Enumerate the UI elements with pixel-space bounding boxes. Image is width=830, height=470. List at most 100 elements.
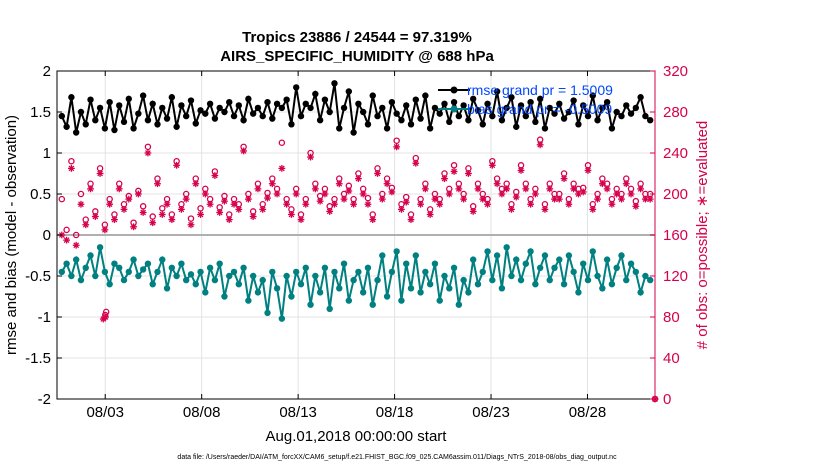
bias-point (245, 297, 252, 304)
x-tick-label: 08/03 (86, 404, 124, 421)
rmse-point (627, 110, 635, 117)
y-tick-label: 1.5 (30, 104, 51, 121)
asterisk-stroke (513, 194, 520, 200)
bias-point (278, 315, 286, 322)
asterisk-stroke (73, 242, 80, 249)
obs-evaluated-point (541, 205, 549, 213)
obs-evaluated-point (598, 180, 606, 188)
rmse-point (283, 96, 290, 103)
obs-evaluated-point (87, 185, 94, 193)
obs-evaluated-point (283, 200, 291, 208)
bias-point (642, 272, 649, 280)
obs-evaluated-point (402, 198, 410, 206)
asterisk-stroke (173, 162, 180, 169)
obs-evaluated-point (154, 180, 161, 188)
obs-possible-point (450, 162, 458, 169)
rmse-point (288, 121, 295, 128)
rmse-point (249, 110, 257, 117)
obs-evaluated-point (584, 167, 592, 174)
rmse-point (551, 110, 558, 117)
y2-axis-label: # of obs: o=possible; ∗=evaluated (694, 121, 711, 350)
bias-point (479, 268, 486, 276)
rmse-point (618, 112, 625, 120)
bias-point (283, 272, 290, 280)
rmse-point (254, 104, 262, 112)
asterisk-stroke (317, 198, 323, 205)
bias-point (379, 252, 386, 259)
obs-evaluated-point (460, 195, 468, 203)
bias-point (336, 285, 343, 292)
rmse-point (417, 115, 424, 122)
obs-evaluated-point (302, 200, 310, 208)
obs-evaluated-point (288, 211, 295, 218)
asterisk-stroke (145, 150, 151, 156)
bias-point (159, 256, 166, 263)
obs-evaluated-point (96, 170, 104, 177)
obs-evaluated-point (608, 200, 616, 208)
obs-evaluated-point (187, 221, 195, 229)
asterisk-stroke (522, 186, 529, 192)
bias-point (149, 281, 156, 288)
asterisk-stroke (484, 201, 491, 208)
bias-point (546, 276, 553, 284)
obs-evaluated-point (292, 190, 300, 198)
rmse-point (355, 100, 362, 108)
rmse-point (92, 117, 99, 124)
rmse-point (393, 110, 400, 117)
obs-evaluated-point (77, 200, 85, 208)
rmse-point (560, 115, 568, 122)
rmse-point (422, 92, 429, 99)
y2-tick-label: 80 (663, 309, 680, 326)
obs-evaluated-point (637, 185, 645, 193)
bias-point (206, 264, 214, 271)
legend-bias-label: bias grand pr = -0.5009 (467, 101, 612, 117)
bias-point (135, 272, 142, 280)
asterisk-stroke (475, 186, 481, 192)
asterisk-stroke (623, 180, 630, 187)
obs-evaluated-point (211, 172, 219, 179)
obs-evaluated-point (522, 185, 530, 193)
obs-evaluated-point (469, 208, 477, 215)
asterisk-stroke (302, 201, 309, 208)
bias-point (230, 268, 238, 276)
obs-evaluated-point (235, 205, 243, 213)
bias-point (369, 301, 376, 308)
bias-point (211, 276, 219, 284)
bias-point (192, 281, 199, 288)
asterisk-stroke (269, 180, 276, 187)
obs-evaluated-point (622, 180, 630, 188)
rmse-point (297, 112, 305, 120)
rmse-point (106, 98, 113, 106)
obs-evaluated-point (431, 195, 439, 203)
asterisk-stroke (240, 148, 247, 154)
legend-bias-marker (450, 105, 458, 113)
asterisk-stroke (647, 196, 654, 202)
rmse-point (187, 97, 195, 104)
x-tick-label: 08/18 (376, 404, 414, 421)
obs-evaluated-point (646, 195, 654, 203)
obs-evaluated-point (225, 216, 233, 224)
rmse-point (192, 120, 199, 127)
rmse-point (269, 115, 276, 122)
asterisk-stroke (312, 186, 319, 192)
asterisk-stroke (384, 180, 390, 187)
obs-evaluated-point (182, 195, 190, 203)
rmse-point (388, 98, 396, 106)
rmse-point (613, 108, 620, 116)
rmse-point (178, 102, 185, 109)
rmse-point (302, 100, 309, 108)
bias-point (182, 276, 190, 284)
obs-evaluated-point (589, 205, 597, 213)
x-tick-label: 08/13 (279, 404, 317, 421)
rmse-line (60, 83, 651, 133)
obs-evaluated-point (307, 153, 314, 161)
rmse-point (182, 112, 190, 120)
obs-evaluated-point (163, 200, 171, 208)
rmse-point (168, 94, 176, 101)
bias-point (417, 289, 424, 296)
rmse-point (599, 104, 606, 112)
bias-point (441, 272, 448, 280)
rmse-point (623, 102, 630, 109)
rmse-point (541, 125, 549, 132)
obs-evaluated-point (278, 164, 286, 172)
